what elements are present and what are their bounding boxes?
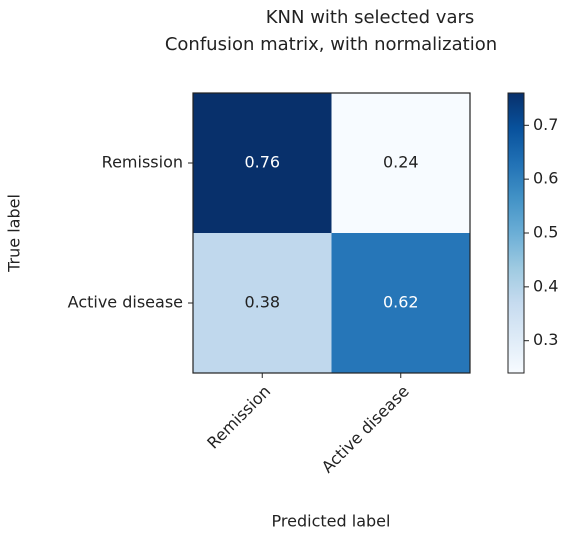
colorbar-tick-label: 0.6 <box>533 169 558 188</box>
plot-frame <box>192 92 471 374</box>
colorbar-tick-label: 0.7 <box>533 115 558 134</box>
heatmap-cell <box>193 233 332 373</box>
colorbar-tick-label: 0.3 <box>533 330 558 349</box>
cell-label: 0.38 <box>244 293 280 312</box>
colorbar-tick-label: 0.5 <box>533 223 558 242</box>
colorbar-tick-label: 0.4 <box>533 276 558 295</box>
cell-label: 0.24 <box>383 153 419 172</box>
chart-subtitle: Confusion matrix, with normalization <box>165 34 497 55</box>
x-axis-label: Predicted label <box>272 512 391 531</box>
heatmap-cell <box>193 93 332 233</box>
x-tick-label: Remission <box>203 382 274 453</box>
heatmap-cell <box>331 93 470 233</box>
y-tick-label: Remission <box>102 153 183 172</box>
cell-label: 0.62 <box>383 293 419 312</box>
cell-label: 0.76 <box>244 153 280 172</box>
x-tick-label: Active disease <box>318 382 413 477</box>
chart-title: KNN with selected vars <box>266 7 475 28</box>
heatmap-cell <box>331 233 470 373</box>
y-tick-label: Active disease <box>68 293 183 312</box>
y-axis-label: True label <box>5 194 24 273</box>
colorbar <box>507 92 525 374</box>
